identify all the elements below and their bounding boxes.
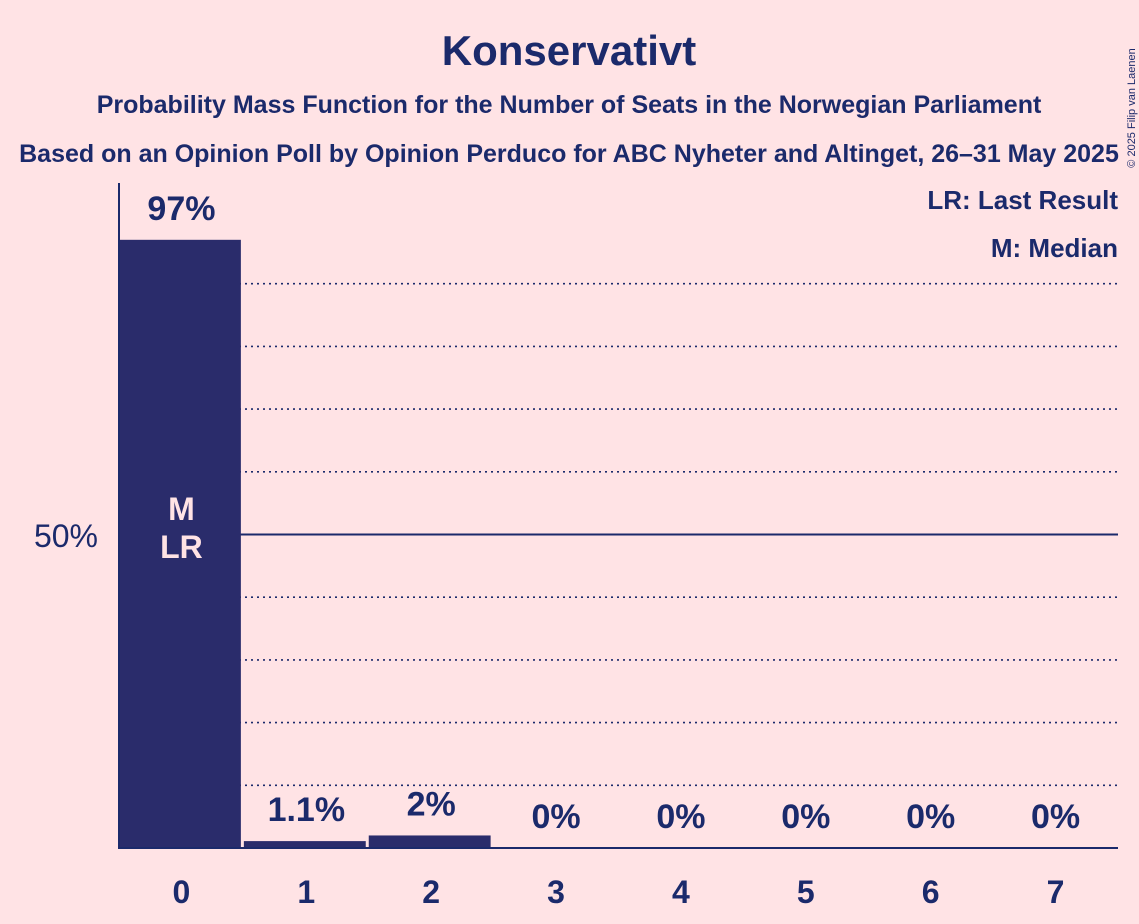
x-tick-2: 2 (422, 874, 440, 910)
x-tick-5: 5 (797, 874, 815, 910)
data-label-5: 0% (781, 798, 830, 836)
x-tick-1: 1 (297, 874, 315, 910)
data-label-6: 0% (906, 798, 955, 836)
data-label-1: 1.1% (268, 791, 346, 829)
x-tick-4: 4 (672, 874, 690, 910)
data-label-3: 0% (531, 798, 580, 836)
bar-1 (243, 841, 366, 848)
chart-source: Based on an Opinion Poll by Opinion Perd… (19, 140, 1119, 168)
grid-lines (119, 282, 1118, 787)
x-tick-3: 3 (547, 874, 565, 910)
legend-median: M: Median (991, 233, 1118, 263)
bars (119, 239, 491, 848)
chart-title: Konservativt (442, 27, 696, 74)
last-result-marker: LR (160, 529, 203, 565)
chart-subtitle: Probability Mass Function for the Number… (97, 91, 1042, 119)
data-label-0: 97% (147, 190, 215, 228)
x-tick-7: 7 (1047, 874, 1065, 910)
copyright: © 2025 Filip van Laenen (1126, 48, 1138, 167)
data-label-7: 0% (1031, 798, 1080, 836)
median-marker: M (168, 491, 195, 527)
bar-2 (368, 835, 491, 848)
data-label-4: 0% (656, 798, 705, 836)
bar-0 (119, 239, 241, 848)
x-tick-labels: 0 1 2 3 4 5 6 7 (173, 874, 1065, 910)
x-tick-6: 6 (922, 874, 940, 910)
data-label-2: 2% (407, 785, 456, 823)
x-tick-0: 0 (173, 874, 191, 910)
data-labels: 97% 1.1% 2% 0% 0% 0% 0% 0% MLR (147, 190, 1080, 836)
y-tick-label-50: 50% (34, 518, 98, 554)
legend-last-result: LR: Last Result (927, 185, 1118, 215)
